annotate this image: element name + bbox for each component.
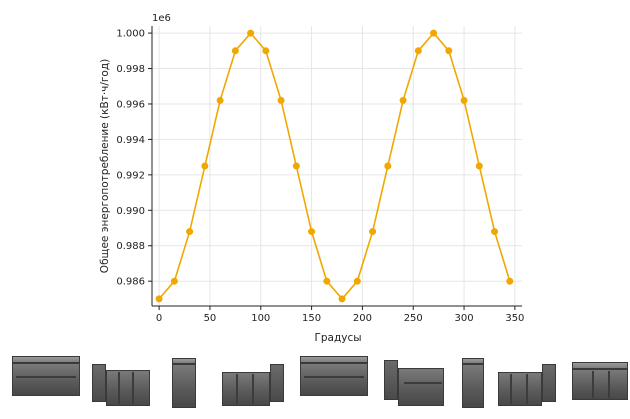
building-thumbnail-90deg — [172, 358, 196, 408]
building-thumbnail-180deg — [300, 356, 368, 396]
building-thumbnail-360deg — [572, 362, 628, 400]
thumb-side — [270, 364, 284, 402]
series-point — [460, 96, 468, 104]
thumb-facade — [462, 364, 484, 408]
series-point — [292, 162, 300, 170]
thumb-stripe — [252, 374, 254, 404]
thumb-roof — [300, 356, 368, 363]
x-tick-label: 0 — [156, 313, 162, 324]
series-point — [231, 47, 239, 55]
x-tick-label: 100 — [251, 313, 270, 324]
thumb-facade — [300, 363, 368, 396]
thumb-facade — [572, 369, 628, 400]
x-tick-label: 350 — [505, 313, 524, 324]
x-tick-label: 200 — [353, 313, 372, 324]
thumb-side — [92, 364, 106, 402]
series-point — [399, 96, 407, 104]
y-tick-label: 0.992 — [116, 170, 145, 181]
series-point — [338, 295, 346, 303]
orientation-thumbnails — [0, 350, 630, 416]
thumb-facade — [498, 372, 542, 406]
thumb-stripe — [132, 372, 134, 404]
thumb-facade — [106, 370, 150, 406]
y-axis-label: Общее энергопотребление (кВт·ч/год) — [99, 59, 111, 273]
x-tick-label: 150 — [302, 313, 321, 324]
chart-grid — [152, 26, 522, 306]
thumb-stripe — [592, 371, 594, 398]
series-point — [216, 96, 224, 104]
series-line — [158, 31, 511, 301]
energy-line-chart: 0 50 100 150 200 250 300 350 0.986 0.988 0.990 0.99… — [99, 13, 524, 344]
thumb-stripe — [510, 374, 512, 404]
thumb-stripe — [118, 372, 120, 404]
thumb-facade — [222, 372, 270, 406]
building-thumbnail-45deg — [92, 360, 152, 406]
thumb-roof — [172, 358, 196, 364]
thumb-stripe — [608, 371, 610, 398]
series-point — [430, 29, 438, 37]
building-thumbnail-315deg — [498, 360, 558, 406]
building-thumbnail-0deg — [12, 356, 80, 396]
series-point — [323, 277, 331, 285]
series-point — [353, 277, 361, 285]
x-axis-label: Градусы — [314, 332, 361, 344]
series-point — [155, 295, 163, 303]
thumb-facade — [172, 364, 196, 408]
y-tick-label: 0.990 — [116, 206, 145, 217]
series-point — [506, 277, 514, 285]
series-point — [384, 162, 392, 170]
chart-ticks: 0 50 100 150 200 250 300 350 0.986 0.988 0.990 0.99… — [116, 29, 524, 324]
series-point — [475, 162, 483, 170]
y-tick-label: 0.998 — [116, 64, 145, 75]
series-point — [308, 228, 316, 236]
x-tick-label: 300 — [455, 313, 474, 324]
thumb-stripe — [16, 376, 76, 378]
series-point — [170, 277, 178, 285]
series-point — [445, 47, 453, 55]
y-tick-label: 0.988 — [116, 241, 145, 252]
series-point — [247, 29, 255, 37]
y-tick-label: 0.986 — [116, 277, 145, 288]
y-tick-label: 0.996 — [116, 99, 145, 110]
series-point — [262, 47, 270, 55]
chart-axes — [151, 26, 522, 307]
building-thumbnail-135deg — [222, 360, 286, 406]
thumb-side — [384, 360, 398, 400]
series-point — [369, 228, 377, 236]
thumb-stripe — [526, 374, 528, 404]
series-point — [277, 96, 285, 104]
thumb-stripe — [304, 376, 364, 378]
x-tick-label: 250 — [404, 313, 423, 324]
series-point — [491, 228, 499, 236]
thumb-roof — [12, 356, 80, 363]
x-tick-label: 50 — [204, 313, 217, 324]
thumb-stripe — [404, 382, 442, 384]
thumb-facade — [12, 363, 80, 396]
series-point — [414, 47, 422, 55]
series-point — [201, 162, 209, 170]
thumb-facade — [398, 368, 444, 406]
thumb-side — [542, 364, 556, 402]
thumb-roof — [462, 358, 484, 364]
series-point — [186, 228, 194, 236]
chart-series — [155, 29, 514, 303]
thumb-roof — [572, 362, 628, 369]
y-offset-label: 1e6 — [152, 13, 171, 24]
building-thumbnail-270deg — [462, 358, 484, 408]
y-tick-label: 0.994 — [116, 135, 145, 146]
y-tick-label: 1.000 — [116, 29, 145, 40]
building-thumbnail-225deg — [384, 358, 446, 408]
thumb-stripe — [236, 374, 238, 404]
